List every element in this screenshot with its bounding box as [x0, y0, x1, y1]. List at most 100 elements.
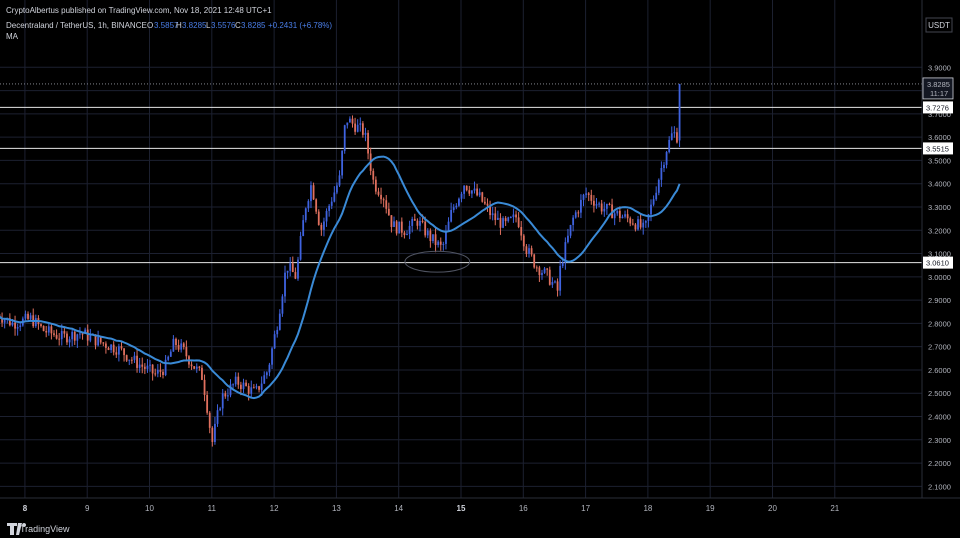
candle: [97, 330, 100, 347]
currency-button[interactable]: USDT: [925, 17, 953, 33]
candle-body: [214, 423, 216, 442]
candle-body: [175, 338, 177, 346]
candle-body: [102, 342, 105, 344]
candle-body: [491, 213, 494, 216]
candle-body: [120, 346, 123, 349]
candle-body: [66, 333, 68, 343]
candle: [27, 311, 29, 321]
candle: [330, 197, 333, 210]
candle: [130, 356, 133, 364]
candle: [193, 366, 196, 370]
candle: [224, 390, 227, 399]
candle-body: [359, 123, 362, 125]
candle: [325, 208, 328, 227]
y-tick-label: 2.1000: [928, 482, 951, 491]
candle: [105, 341, 107, 354]
candle-body: [361, 123, 364, 135]
annotation-layer[interactable]: [404, 250, 471, 273]
candle: [390, 215, 393, 233]
candle-body: [94, 334, 97, 346]
candle: [400, 217, 403, 238]
candle: [673, 126, 676, 138]
candle-body: [673, 132, 676, 134]
candle-body: [670, 133, 673, 140]
candle-body: [600, 203, 603, 212]
candle: [494, 206, 497, 226]
level-price-tag-box: [923, 142, 953, 155]
candle: [286, 270, 289, 279]
candle: [408, 220, 411, 240]
candle-body: [27, 313, 29, 319]
candle: [663, 161, 665, 172]
time-axis[interactable]: 8 9 10 11 12 13 14 15 16 17 18 19 20 21: [23, 504, 840, 513]
price-axis[interactable]: 3.90003.80003.70003.60003.50003.40003.30…: [928, 63, 951, 491]
candle: [60, 324, 63, 346]
candle: [403, 230, 406, 239]
candle: [361, 121, 364, 138]
x-tick-label: 13: [332, 504, 341, 513]
candle: [349, 116, 351, 123]
candle: [478, 188, 481, 198]
candle-body: [286, 270, 289, 273]
candle: [1, 312, 3, 327]
candle: [50, 323, 53, 340]
y-tick-label: 2.2000: [928, 459, 951, 468]
candle: [45, 326, 48, 338]
candle-body: [143, 366, 146, 369]
candle: [595, 198, 598, 209]
currency-box: [925, 17, 953, 33]
candle-body: [429, 230, 432, 241]
candle-body: [455, 205, 458, 208]
candle: [517, 212, 520, 229]
candle-body: [149, 364, 151, 366]
candle-body: [522, 235, 525, 247]
candle: [393, 216, 395, 228]
candle-body: [668, 139, 671, 153]
candle: [644, 220, 647, 228]
annotation-ellipse[interactable]: [404, 250, 471, 273]
currency-label: USDT: [928, 21, 950, 30]
candle: [216, 404, 219, 427]
candle: [377, 187, 380, 197]
candle-body: [559, 266, 562, 291]
candle-body: [195, 366, 198, 369]
candle-body: [297, 259, 299, 279]
candle: [110, 344, 112, 354]
candle-body: [24, 313, 27, 319]
candle-body: [258, 386, 260, 390]
candle-body: [382, 199, 385, 201]
candle: [58, 333, 61, 346]
candle: [613, 211, 616, 226]
candle: [486, 198, 489, 212]
candle-body: [53, 333, 55, 335]
tradingview-logo[interactable]: TradingView: [7, 523, 70, 535]
candle: [14, 315, 16, 336]
candle: [460, 191, 463, 203]
candle: [605, 203, 608, 215]
y-tick-label: 3.1000: [928, 250, 951, 259]
candle: [452, 204, 455, 213]
candle-body: [639, 219, 642, 228]
candle-body: [593, 200, 595, 206]
candle-body: [515, 214, 517, 218]
candle-body: [476, 188, 478, 196]
candle-body: [642, 222, 645, 228]
horizontal-levels[interactable]: [0, 83, 922, 264]
candle: [315, 198, 318, 215]
candle-body: [554, 281, 556, 283]
candle: [642, 219, 645, 235]
candle-body: [598, 203, 600, 205]
candle-body: [271, 348, 273, 365]
indicator-label[interactable]: MA: [6, 32, 19, 41]
candle: [395, 220, 398, 236]
moving-average-line: [0, 155, 681, 400]
candle-body: [260, 383, 263, 390]
candle: [476, 183, 478, 197]
candle: [102, 342, 105, 347]
candle: [294, 267, 297, 280]
candle: [149, 360, 151, 372]
candle: [600, 199, 603, 215]
candle-body: [458, 198, 460, 206]
